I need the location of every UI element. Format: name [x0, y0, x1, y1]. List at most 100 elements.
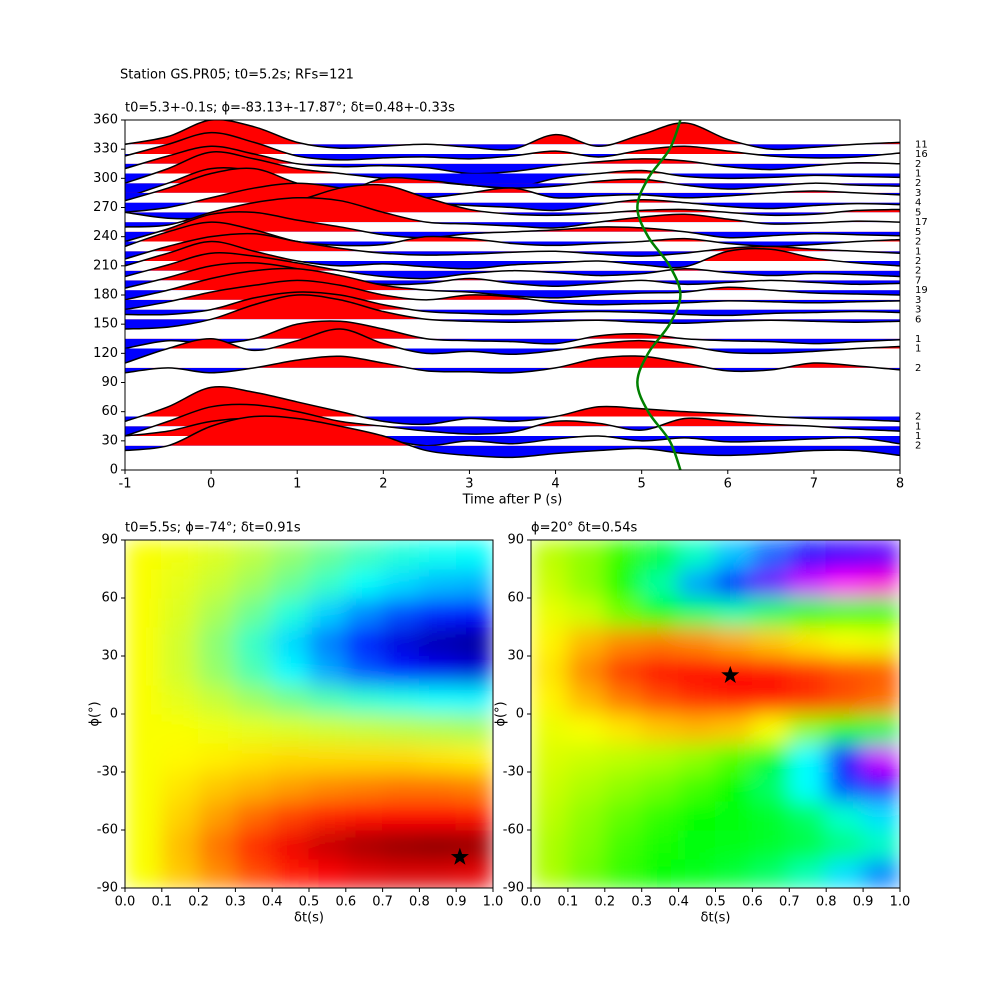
heatmap-cell	[604, 568, 643, 599]
trace-line	[125, 403, 900, 437]
y-tick-label: -90	[503, 881, 524, 896]
x-tick-label: 0.6	[335, 895, 356, 910]
trace-count: 3	[915, 305, 921, 316]
trace-line	[125, 320, 900, 350]
heatmap-cell	[418, 597, 457, 628]
trace-line	[125, 131, 900, 161]
heatmap-cell	[715, 713, 753, 744]
heatmap-cell	[678, 742, 716, 773]
heatmap-cell	[345, 655, 384, 686]
trace-count: 16	[915, 149, 928, 160]
heatmap-cell	[751, 858, 790, 888]
heatmap-cell	[198, 742, 236, 773]
trace-line	[125, 252, 900, 280]
heatmap-cell	[382, 655, 420, 686]
heatmap-cell	[604, 800, 643, 831]
heatmap-cell	[308, 597, 347, 628]
heatmap-cell	[345, 858, 384, 888]
heatmap-cell	[788, 626, 827, 657]
x-tick-label: 0.3	[631, 895, 652, 910]
y-tick-label: 90	[101, 375, 118, 390]
heatmap-cell	[531, 829, 569, 860]
heatmap-cell	[271, 829, 310, 860]
heatmap-cell	[825, 742, 864, 773]
heatmap-cell	[531, 568, 569, 599]
negative-fill	[125, 367, 900, 373]
heatmap-cell	[125, 655, 163, 686]
best-fit-marker	[450, 847, 469, 865]
heatmap-cell	[271, 742, 310, 773]
trace-line	[125, 262, 900, 289]
heatmap-cell	[455, 568, 493, 599]
heatmap-cell	[345, 597, 384, 628]
x-tick-label: 0.1	[151, 895, 172, 910]
heatmap-cell	[825, 829, 864, 860]
heatmap-cell	[418, 858, 457, 888]
heatmap-cell	[161, 771, 200, 802]
heatmap-cell	[788, 568, 827, 599]
heatmap-cell	[641, 684, 680, 715]
trace-line	[125, 415, 900, 459]
heatmap-cell	[455, 540, 493, 570]
heatmap-cell	[862, 771, 900, 802]
heatmap-cell	[125, 540, 163, 570]
x-tick-label: 2	[379, 477, 387, 492]
x-tick-label: 5	[638, 477, 646, 492]
heatmap-cell	[604, 540, 643, 570]
heatmap-cell	[678, 597, 716, 628]
heatmap-cell	[531, 655, 569, 686]
heatmap-cell	[382, 684, 420, 715]
trace-line	[125, 232, 900, 260]
x-tick-label: 0.2	[594, 895, 615, 910]
y-tick-label: -30	[503, 765, 524, 780]
heatmap-cell	[567, 568, 606, 599]
trace-line	[125, 267, 900, 301]
heatmap-cell	[198, 568, 236, 599]
heatmap-cell	[715, 684, 753, 715]
trace-count: 17	[915, 217, 928, 228]
heatmap-cell	[382, 568, 420, 599]
trace-count: 6	[915, 314, 921, 325]
heatmap-cell	[531, 540, 569, 570]
heatmap-cell	[862, 829, 900, 860]
x-tick-label: 0.2	[188, 895, 209, 910]
heatmap-cell	[382, 713, 420, 744]
heatmap-cell	[308, 626, 347, 657]
trace-line	[125, 328, 900, 364]
figure-title: Station GS.PR05; t0=5.2s; RFs=121	[120, 68, 354, 83]
heatmap-cell	[862, 858, 900, 888]
heatmap-cell	[862, 568, 900, 599]
heatmap-cell	[715, 568, 753, 599]
positive-fill	[125, 233, 900, 252]
heatmap-cell	[825, 655, 864, 686]
heatmap-cell	[271, 713, 310, 744]
x-tick-label: 1.0	[890, 895, 911, 910]
y-tick-label: -90	[97, 881, 118, 896]
heatmap-cell	[751, 655, 790, 686]
x-tick-label: 0.4	[668, 895, 689, 910]
y-tick-label: 0	[110, 707, 118, 722]
heatmap-cell	[788, 540, 827, 570]
heatmap-cell	[234, 713, 273, 744]
heatmap-cell	[825, 800, 864, 831]
heatmap-cell	[308, 771, 347, 802]
heatmap-cell	[641, 713, 680, 744]
heatmap-cell	[788, 829, 827, 860]
heatmap-cell	[641, 800, 680, 831]
heatmap-cell	[825, 540, 864, 570]
heatmap-cell	[418, 829, 457, 860]
heatmap-cell	[678, 568, 716, 599]
heatmap-cell	[418, 684, 457, 715]
trace-count: 2	[915, 266, 921, 277]
heatmap-cell	[531, 684, 569, 715]
trace-count: 3	[915, 295, 921, 306]
trace-line	[125, 145, 900, 175]
heatmap-cell	[678, 771, 716, 802]
heatmap-cell	[604, 829, 643, 860]
negative-fill	[125, 270, 900, 279]
negative-fill	[125, 299, 900, 310]
heatmap-cell	[715, 540, 753, 570]
heatmap-cell	[531, 626, 569, 657]
heatmap-cell	[455, 597, 493, 628]
heatmap-cell	[308, 684, 347, 715]
